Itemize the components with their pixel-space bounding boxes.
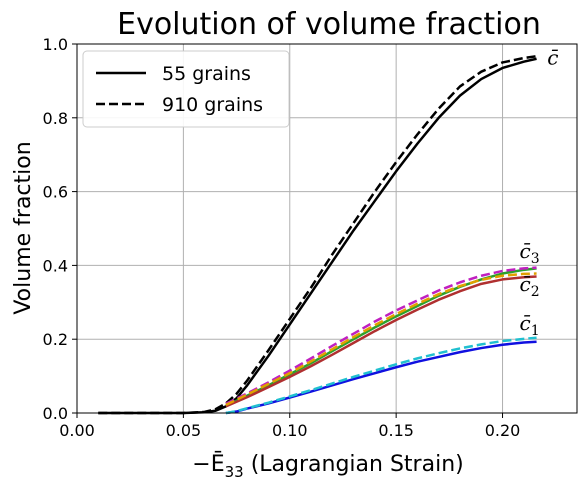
curve-label-c2: c̄2 bbox=[520, 272, 540, 300]
legend-box bbox=[82, 50, 290, 128]
series-line-c2-solid bbox=[225, 275, 537, 408]
legend-label-910-grains: 910 grains bbox=[162, 94, 263, 116]
x-tick-label: 0.15 bbox=[378, 421, 414, 440]
x-axis-label-suffix: (Lagrangian Strain) bbox=[244, 452, 464, 477]
series-line-c-dashed bbox=[98, 54, 537, 415]
y-tick-label: 0.2 bbox=[43, 330, 68, 349]
series-layer bbox=[98, 54, 537, 415]
series-line-c-solid bbox=[98, 57, 537, 415]
curve-annotations: c̄ c̄3 c̄2 c̄1 bbox=[520, 45, 559, 339]
y-axis-label: Volume fraction bbox=[11, 141, 36, 314]
y-tick-label: 0.6 bbox=[43, 183, 68, 202]
legend: 55 grains 910 grains bbox=[82, 50, 290, 128]
curve-label-c3: c̄3 bbox=[520, 239, 540, 267]
plot-frame bbox=[76, 43, 578, 414]
x-axis-label-subscript: 33 bbox=[225, 463, 244, 481]
x-tick-label: 0.05 bbox=[166, 421, 202, 440]
x-axis-label: −Ē33 (Lagrangian Strain) bbox=[192, 452, 463, 481]
y-tick-label: 0.8 bbox=[43, 109, 68, 128]
legend-label-55-grains: 55 grains bbox=[162, 63, 251, 85]
curve-label-c: c̄ bbox=[547, 45, 558, 69]
y-tick-label: 0.0 bbox=[43, 404, 68, 423]
x-axis-label-prefix: −Ē bbox=[192, 452, 224, 477]
x-tick-label: 0.10 bbox=[272, 421, 308, 440]
curve-label-c1: c̄1 bbox=[520, 311, 540, 339]
series-line-c3-dashed bbox=[225, 266, 537, 405]
series-line-c2-dashed bbox=[225, 272, 537, 407]
chart-title: Evolution of volume fraction bbox=[117, 7, 541, 42]
y-tick-label: 0.4 bbox=[43, 256, 68, 275]
series-line-c1-solid bbox=[225, 340, 537, 415]
y-axis-ticks: 0.0 0.2 0.4 0.6 0.8 1.0 bbox=[43, 35, 77, 423]
x-tick-label: 0.00 bbox=[59, 421, 95, 440]
x-axis-ticks: 0.00 0.05 0.10 0.15 0.20 bbox=[59, 413, 520, 440]
x-tick-label: 0.20 bbox=[485, 421, 521, 440]
y-tick-label: 1.0 bbox=[43, 35, 68, 54]
